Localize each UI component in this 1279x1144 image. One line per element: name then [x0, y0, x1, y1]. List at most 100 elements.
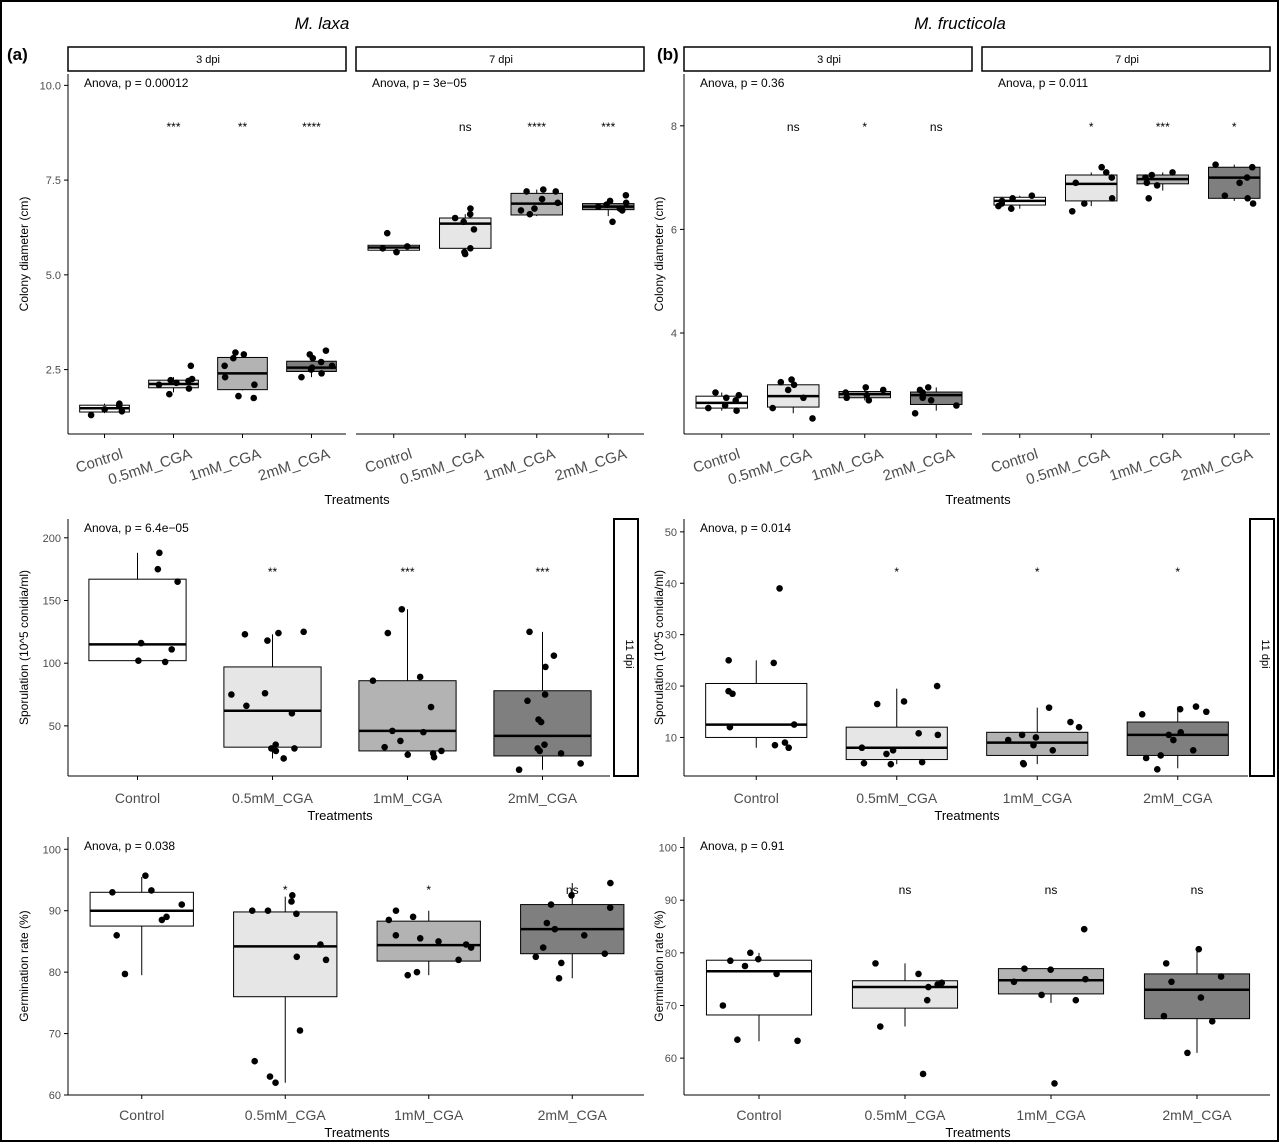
data-point [167, 376, 174, 384]
data-point [1165, 731, 1173, 739]
data-point [251, 1057, 258, 1065]
data-point [1067, 718, 1074, 726]
data-point [547, 901, 555, 908]
data-point [876, 1023, 884, 1030]
data-point [383, 229, 391, 237]
data-point [879, 386, 887, 394]
data-point [166, 390, 173, 398]
y-tick-label: 5.0 [46, 270, 61, 282]
data-point [1160, 1012, 1168, 1020]
data-point [116, 400, 123, 407]
y-tick-label: 100 [659, 843, 677, 855]
data-point [616, 205, 624, 212]
data-point [577, 760, 584, 767]
data-point [289, 892, 296, 899]
y-tick-label: 60 [665, 1053, 677, 1065]
data-point [733, 407, 740, 414]
x-axis-label: Treatments [307, 808, 373, 823]
data-point [1197, 994, 1205, 1001]
x-category-label: Control [115, 790, 160, 806]
data-point [455, 956, 462, 964]
x-category-label: 1mM_CGA [394, 1107, 464, 1123]
data-point [1169, 169, 1176, 176]
data-point [551, 925, 559, 933]
data-point [1010, 978, 1018, 986]
data-point [264, 637, 271, 644]
data-point [1221, 192, 1229, 200]
y-tick-label: 20 [665, 681, 677, 693]
data-point [1236, 179, 1243, 187]
facet-strip [683, 46, 973, 72]
data-point [863, 391, 871, 399]
data-point [1177, 729, 1185, 736]
x-category-label: 1mM_CGA [1107, 446, 1183, 485]
x-category-label: 2mM_CGA [881, 446, 957, 485]
significance-label: * [1175, 565, 1180, 579]
data-point [860, 759, 868, 767]
data-point [1153, 766, 1161, 773]
data-point [1045, 704, 1053, 711]
data-point [381, 743, 388, 751]
data-point [558, 959, 565, 967]
data-point [721, 402, 729, 409]
data-point [413, 968, 421, 976]
significance-label: * [426, 883, 431, 897]
x-category-label: Control [734, 790, 779, 806]
data-point [607, 879, 614, 887]
data-point [771, 741, 779, 749]
data-point [379, 245, 387, 252]
data-point [531, 205, 538, 212]
data-point [1082, 975, 1089, 983]
x-category-label: Control [119, 1107, 164, 1123]
data-point [843, 394, 851, 402]
data-point [1217, 973, 1225, 980]
data-point [887, 760, 895, 768]
data-point [240, 351, 248, 358]
data-point [460, 218, 467, 226]
data-point [1098, 163, 1105, 171]
data-point [109, 888, 116, 896]
data-point [773, 970, 780, 978]
data-point [393, 248, 400, 256]
y-tick-label: 60 [49, 1090, 61, 1102]
data-point [872, 960, 879, 967]
data-point [1049, 747, 1057, 754]
anova-label: Anova, p = 3e−05 [372, 76, 467, 90]
data-point [998, 197, 1006, 205]
data-point [919, 1070, 927, 1078]
data-point [398, 605, 406, 613]
data-point [534, 745, 541, 752]
data-point [397, 737, 404, 745]
data-point [135, 657, 142, 664]
data-point [272, 1079, 279, 1087]
data-point [296, 1027, 304, 1034]
data-point [1248, 163, 1256, 171]
data-point [541, 691, 549, 698]
data-point [601, 950, 609, 958]
significance-label: * [1089, 120, 1094, 134]
facet-strip-label: 11 dpi [1259, 639, 1271, 668]
data-point [705, 404, 712, 412]
data-point [1212, 161, 1219, 168]
data-point [438, 747, 445, 755]
data-point [788, 376, 795, 383]
data-point [466, 210, 474, 218]
x-category-label: 2mM_CGA [508, 790, 578, 806]
significance-label: *** [400, 565, 414, 579]
data-point [318, 370, 325, 377]
data-point [1080, 200, 1088, 207]
x-category-label: 0.5mM_CGA [865, 1107, 947, 1123]
data-point [317, 358, 325, 366]
data-point [526, 628, 533, 636]
data-point [470, 226, 478, 233]
data-point [156, 549, 163, 557]
x-category-label: 2mM_CGA [256, 446, 332, 485]
data-point [550, 652, 558, 659]
data-point [915, 970, 922, 978]
data-point [389, 727, 396, 735]
y-tick-label: 8 [671, 121, 677, 133]
data-point [462, 941, 470, 948]
data-point [168, 646, 175, 653]
y-axis-label: Germination rate (%) [652, 910, 666, 1021]
